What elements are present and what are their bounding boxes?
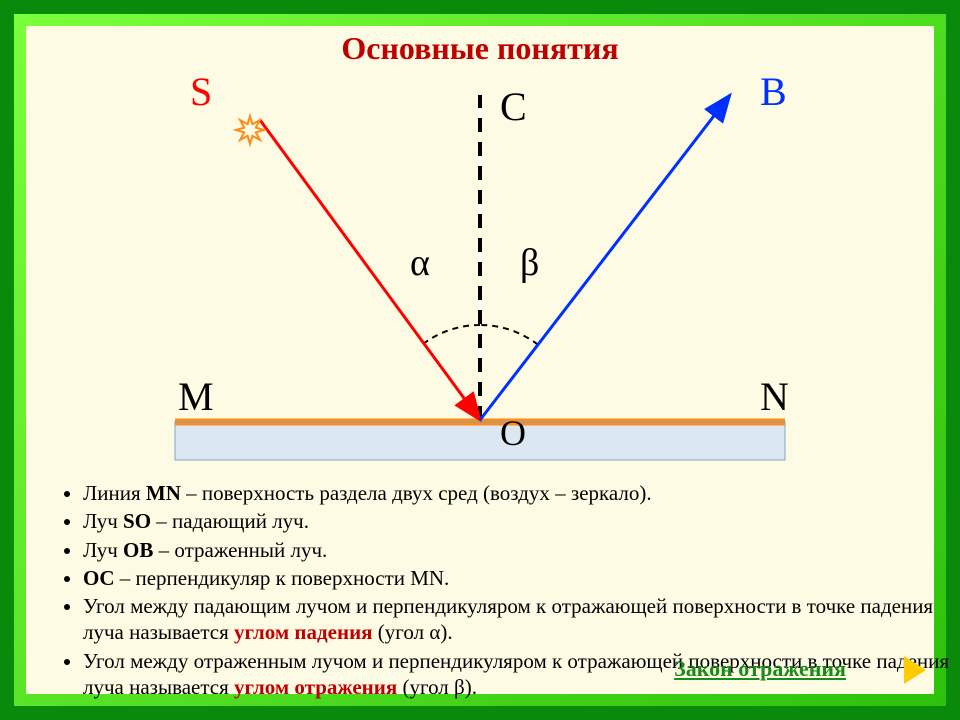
label-N: N	[760, 374, 789, 419]
reflected-ray	[480, 95, 730, 420]
label-C: C	[500, 84, 527, 129]
slide-root: Основные понятия SBCMNOαβ Линия MN – пов…	[0, 0, 960, 720]
incident-ray	[260, 120, 480, 420]
content-panel: Основные понятия SBCMNOαβ Линия MN – пов…	[26, 26, 934, 694]
bullet-item: Линия MN – поверхность раздела двух сред…	[83, 480, 951, 506]
alpha-arc	[424, 325, 480, 343]
mirror-slab	[175, 422, 785, 460]
bullet-item: Угол между падающим лучом и перпендикуля…	[83, 593, 951, 646]
label-beta: β	[520, 242, 539, 284]
next-arrow-icon[interactable]	[904, 656, 926, 684]
sun-icon	[236, 116, 264, 144]
label-O: O	[500, 413, 526, 453]
next-slide-link[interactable]: Закон отражения	[674, 656, 846, 682]
label-alpha: α	[410, 242, 430, 284]
bullet-item: Луч SO – падающий луч.	[83, 508, 951, 534]
beta-arc	[480, 325, 538, 345]
label-M: M	[178, 374, 214, 419]
label-B: B	[760, 69, 787, 114]
bullet-item: Луч OB – отраженный луч.	[83, 537, 951, 563]
label-S: S	[190, 69, 212, 114]
bullet-item: OC – перпендикуляр к поверхности MN.	[83, 565, 951, 591]
